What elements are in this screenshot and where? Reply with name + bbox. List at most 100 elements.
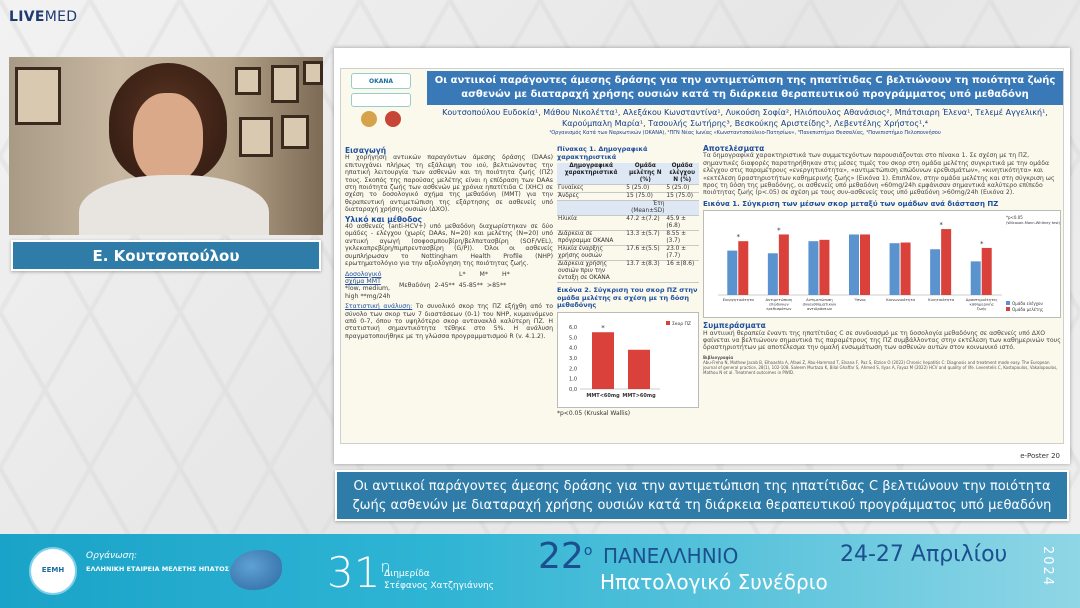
fig1-tick-label: συναισθηματικών <box>803 302 837 307</box>
fig1-bar <box>970 261 981 296</box>
fig2-note: *p<0.05 (Kruskal Wallis) <box>557 409 631 417</box>
eposter: ΟΚΑΝΑ Οι αντιικοί παράγοντες άμεσης δράσ… <box>340 68 1064 444</box>
fig2-tick-label: 6,0 <box>569 325 577 331</box>
table-row: Διάρκεια σε πρόγραμμα ΟΚΑΝΑ 13.3 ±(5.7) 8.… <box>557 230 699 246</box>
fig1-bar <box>860 234 870 296</box>
fig1-legend-note: (Wilcoxon-Mann-Whitney test) <box>1006 221 1060 225</box>
table-header: Ομάδα ελέγχου N (%) <box>665 163 699 185</box>
fig2-tick-label: 4,0 <box>569 345 577 351</box>
fig1-tick-label: Αντιμετώπιση <box>766 297 793 302</box>
fig1-svg: *Ενεργητικότητα*Αντιμετώπισηεπώδυνωνερεθ… <box>718 215 1061 312</box>
event-22: 22ο <box>538 536 593 577</box>
fig1-tick-label: αντιδράσεων <box>807 306 832 311</box>
eposter-id: e-Poster 20 <box>1020 452 1060 460</box>
hospital-logo <box>351 93 411 107</box>
fig1-bar <box>981 248 992 296</box>
poster-affiliations: ¹Οργανισμός Κατά των Ναρκωτικών (ΟΚΑΝΑ),… <box>549 130 941 136</box>
organizer-name: ΕΛΛΗΝΙΚΗ ΕΤΑΙΡΕΙΑ ΜΕΛΕΤΗΣ ΗΠΑΤΟΣ <box>86 565 230 573</box>
poster-left-column: Εισαγωγή Η χορήγηση αντιικών παραγόντων … <box>345 145 553 441</box>
livemed-logo: LIVEMED <box>9 9 78 25</box>
university-seal-icon <box>385 111 401 127</box>
mmt-note: *low, medium, high **mg/24h <box>345 285 391 300</box>
demographics-table: Δημογραφικά χαρακτηριστικά Ομάδα μελέτης… <box>557 163 699 283</box>
fig2-tick-label: 1,0 <box>569 376 577 382</box>
conclusion-heading: Συμπεράσματα <box>703 321 766 331</box>
fig2-legend-swatch <box>666 320 670 325</box>
fig1-legend-label: Ομάδα ελέγχου <box>1012 301 1044 306</box>
fig1-legend-swatch <box>1006 307 1010 312</box>
panellinio-label: ΠΑΝΕΛΛΗΝΙΟ <box>603 544 739 568</box>
table-row: Διάρκεια χρήσης ουσιών πριν την ένταξη σ… <box>557 260 699 283</box>
fig2-tick-label: 5,0 <box>569 335 577 341</box>
event-dates: 24-27 Απριλίου <box>840 542 1008 567</box>
fig1-caption: Εικόνα 1. Σύγκριση των μέσων σκορ μεταξύ… <box>703 199 999 208</box>
conclusion-text: Η αντιιική θεραπεία έναντι της ηπατίτιδα… <box>703 329 1061 352</box>
fig1-legend-note: *p<0.05 <box>1006 215 1023 220</box>
table-row: Ηλικία έναρξης χρήσης ουσιών 17.6 ±(5.5) 2… <box>557 245 699 261</box>
fig2-tick-label: 0,0 <box>569 387 577 393</box>
fig1-tick-label: Αντιμετώπιση <box>806 297 833 302</box>
poster-middle-column: Πίνακας 1. Δημογραφικά χαρακτηριστικά Δη… <box>557 145 699 441</box>
fig2-category-label: MMT>60mg <box>622 393 656 399</box>
table1-caption: Πίνακας 1. Δημογραφικά χαρακτηριστικά <box>557 145 648 161</box>
honoree-name: Στέφανος Χατζηγιάννης <box>384 581 494 591</box>
poster-right-column: Αποτελέσματα Τα δημογραφικά χαρακτηριστι… <box>703 145 1061 441</box>
fig1-tick-label: καθημερινής <box>970 302 994 307</box>
methods-text: 40 ασθενείς (anti-HCV+) υπό μεθαδόνη δια… <box>345 223 553 268</box>
intro-text: Η χορήγηση αντιικών παραγόντων άμεσης δρ… <box>345 154 553 214</box>
university-seal-icon <box>361 111 377 127</box>
fig1-tick-label: επώδυνων <box>769 302 788 307</box>
speaker-video <box>9 57 323 235</box>
fig1-tick-label: Ενεργητικότητα <box>723 297 755 302</box>
fig1-sig-mark: * <box>737 233 741 241</box>
fig1-tick-label: Κινητικότητα <box>928 297 954 302</box>
fig2-legend-label: Σκορ ΠΖ <box>672 321 691 327</box>
fig2-tick-label: 3,0 <box>569 356 577 362</box>
event-31: 31η <box>327 548 391 597</box>
stats-heading: Στατιστική ανάλυση: <box>345 303 413 311</box>
table-header: Ομάδα μελέτης N (%) <box>625 163 666 185</box>
slide: ΟΚΑΝΑ Οι αντιικοί παράγοντες άμεσης δράσ… <box>334 48 1070 464</box>
fig1-sig-mark: * <box>980 240 984 248</box>
congress-label: Ηπατολογικό Συνέδριο <box>600 570 828 594</box>
fig1-chart: * Ενεργητικότητα * Αντιμετώπιση επώδυνων ερεθ… <box>703 210 1061 319</box>
okana-logo: ΟΚΑΝΑ <box>351 73 411 89</box>
fig2-bar <box>592 331 614 389</box>
table-row: Έτη (Mean±SD) <box>557 200 699 216</box>
fig1-bar <box>941 229 952 296</box>
table-row: Άνδρες 15 (75.0) 15 (75.0) <box>557 192 699 201</box>
fig1-tick-label: ερεθισμάτων <box>766 306 791 311</box>
fig1-bar <box>889 243 900 296</box>
intro-heading: Εισαγωγή <box>345 146 387 155</box>
poster-authors: Κουτσοπούλου Ευδοκία¹, Μάθου Νικολέττα¹,… <box>442 108 1048 128</box>
fig2-caption: Εικόνα 2. Σύγκριση του σκορ ΠΖ στην ομάδ… <box>557 286 698 309</box>
fig1-legend-label: Ομάδα μελέτης <box>1012 307 1043 312</box>
refs-text: Abu-Freha N, Mathew Jacob B, Elhoashla A… <box>703 359 1058 375</box>
speaker-name: Ε. Κουτσοπούλου <box>11 240 321 271</box>
table-row: Ηλικία 47.2 ±(7.2) 45.9 ±(6.8) <box>557 215 699 231</box>
fig1-tick-label: Δραστηριότητες <box>966 297 998 302</box>
mmt-label: Δοσολογικό σχήμα ΜΜΤ <box>345 270 382 285</box>
fig1-bar <box>738 241 749 296</box>
fig1-bar <box>819 240 830 296</box>
fig1-legend-swatch <box>1006 301 1010 306</box>
methods-heading: Υλικό και μέθοδος <box>345 214 422 224</box>
refs-heading: Βιβλιογραφία <box>703 354 734 360</box>
fig2-bar <box>628 349 650 389</box>
fig2-svg: 6,0 5,0 4,0 3,0 2,0 1,0 0,0 MMT<60mg MMT>60mg * Σκ… <box>569 320 691 399</box>
title-caption: Οι αντιικοί παράγοντες άμεσης δράσης για… <box>335 470 1069 521</box>
fig1-bar <box>849 234 859 296</box>
fig2-chart: 6,0 5,0 4,0 3,0 2,0 1,0 0,0 MMT<60mg MMT>60mg * Σκ… <box>557 311 699 408</box>
liver-icon <box>230 550 282 590</box>
fig1-bar <box>767 253 778 296</box>
fig2-sig-mark: * <box>601 324 605 332</box>
fig1-sig-mark: * <box>777 227 781 235</box>
poster-logos: ΟΚΑΝΑ <box>347 71 427 141</box>
stats-text: Το συνολικό σκορ της ΠΖ εξήχθη από το σύ… <box>345 303 553 340</box>
fig1-bar <box>930 249 941 296</box>
footer-banner: ΕΕΜΗ Οργάνωση: ΕΛΛΗΝΙΚΗ ΕΤΑΙΡΕΙΑ ΜΕΛΕΤΗΣ… <box>0 534 1080 608</box>
event-year: 2024 <box>1040 546 1055 588</box>
results-heading: Αποτελέσματα <box>703 145 765 153</box>
table-header: Δημογραφικά χαρακτηριστικά <box>557 163 626 185</box>
fig1-tick-label: Κοινωνικότητα <box>886 297 915 302</box>
